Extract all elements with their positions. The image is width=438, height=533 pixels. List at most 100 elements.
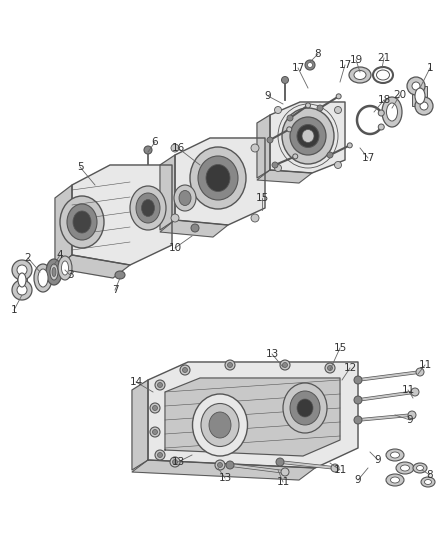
Ellipse shape: [67, 204, 97, 240]
Text: 15: 15: [255, 193, 268, 203]
Ellipse shape: [115, 271, 125, 279]
Circle shape: [267, 137, 273, 143]
Text: 3: 3: [67, 270, 73, 280]
Circle shape: [331, 464, 339, 472]
Ellipse shape: [382, 97, 402, 127]
Circle shape: [251, 214, 259, 222]
Circle shape: [173, 459, 177, 464]
Ellipse shape: [391, 477, 399, 483]
Circle shape: [152, 406, 158, 410]
Ellipse shape: [34, 264, 52, 292]
Ellipse shape: [302, 130, 314, 142]
Polygon shape: [175, 138, 265, 225]
Ellipse shape: [417, 465, 424, 471]
Polygon shape: [55, 185, 72, 268]
Ellipse shape: [73, 211, 91, 233]
Ellipse shape: [396, 462, 414, 474]
Circle shape: [275, 165, 282, 172]
Text: 6: 6: [152, 137, 158, 147]
Circle shape: [378, 124, 384, 130]
Ellipse shape: [179, 190, 191, 206]
Ellipse shape: [206, 165, 230, 191]
Polygon shape: [132, 460, 315, 480]
Text: 15: 15: [333, 343, 346, 353]
Text: 8: 8: [427, 470, 433, 480]
Ellipse shape: [61, 261, 68, 275]
Circle shape: [336, 94, 341, 99]
Polygon shape: [165, 378, 340, 456]
Ellipse shape: [391, 452, 399, 458]
Circle shape: [317, 105, 323, 111]
Circle shape: [305, 60, 315, 70]
Ellipse shape: [136, 193, 160, 223]
Circle shape: [347, 143, 352, 148]
Text: 9: 9: [407, 415, 413, 425]
Text: 19: 19: [350, 55, 363, 65]
Text: 1: 1: [427, 63, 433, 73]
Circle shape: [327, 152, 333, 158]
Text: 9: 9: [374, 455, 381, 465]
Text: 8: 8: [314, 49, 321, 59]
Text: 17: 17: [339, 60, 352, 70]
Polygon shape: [55, 255, 130, 278]
Ellipse shape: [192, 394, 247, 456]
Text: 13: 13: [219, 473, 232, 483]
Circle shape: [170, 457, 180, 467]
Ellipse shape: [297, 125, 319, 148]
Ellipse shape: [201, 403, 239, 447]
Circle shape: [227, 362, 233, 367]
Circle shape: [171, 144, 179, 152]
Ellipse shape: [174, 185, 196, 211]
Ellipse shape: [386, 474, 404, 486]
Ellipse shape: [60, 196, 104, 248]
Ellipse shape: [58, 256, 72, 280]
Circle shape: [325, 363, 335, 373]
Ellipse shape: [18, 273, 26, 287]
Ellipse shape: [141, 199, 155, 216]
Circle shape: [158, 453, 162, 457]
Ellipse shape: [130, 186, 166, 230]
Bar: [412, 86, 427, 106]
Ellipse shape: [38, 269, 48, 287]
Ellipse shape: [52, 268, 56, 277]
Circle shape: [335, 161, 342, 168]
Circle shape: [275, 107, 282, 114]
Circle shape: [287, 127, 292, 132]
Circle shape: [281, 468, 289, 476]
Circle shape: [416, 368, 424, 376]
Circle shape: [282, 77, 289, 84]
Ellipse shape: [209, 412, 231, 438]
Ellipse shape: [400, 465, 410, 471]
Circle shape: [415, 97, 433, 115]
Circle shape: [171, 214, 179, 222]
Text: 10: 10: [169, 243, 182, 253]
Circle shape: [251, 144, 259, 152]
Circle shape: [354, 376, 362, 384]
Ellipse shape: [386, 103, 398, 121]
Circle shape: [17, 285, 27, 295]
Ellipse shape: [413, 463, 427, 473]
Text: 4: 4: [57, 250, 64, 260]
Ellipse shape: [297, 399, 313, 417]
Circle shape: [152, 430, 158, 434]
Circle shape: [408, 411, 416, 419]
Ellipse shape: [290, 391, 320, 425]
Text: 13: 13: [265, 349, 279, 359]
Ellipse shape: [349, 67, 371, 83]
Circle shape: [12, 280, 32, 300]
Circle shape: [226, 461, 234, 469]
Text: 18: 18: [378, 95, 391, 105]
Ellipse shape: [354, 70, 366, 79]
Circle shape: [272, 162, 278, 168]
Circle shape: [420, 102, 428, 110]
Polygon shape: [270, 102, 345, 173]
Ellipse shape: [424, 480, 431, 484]
Circle shape: [158, 383, 162, 387]
Circle shape: [407, 77, 425, 95]
Circle shape: [306, 103, 311, 108]
Text: 9: 9: [355, 475, 361, 485]
Polygon shape: [160, 220, 228, 237]
Bar: [17, 270, 27, 290]
Text: 5: 5: [77, 162, 83, 172]
Circle shape: [293, 154, 298, 159]
